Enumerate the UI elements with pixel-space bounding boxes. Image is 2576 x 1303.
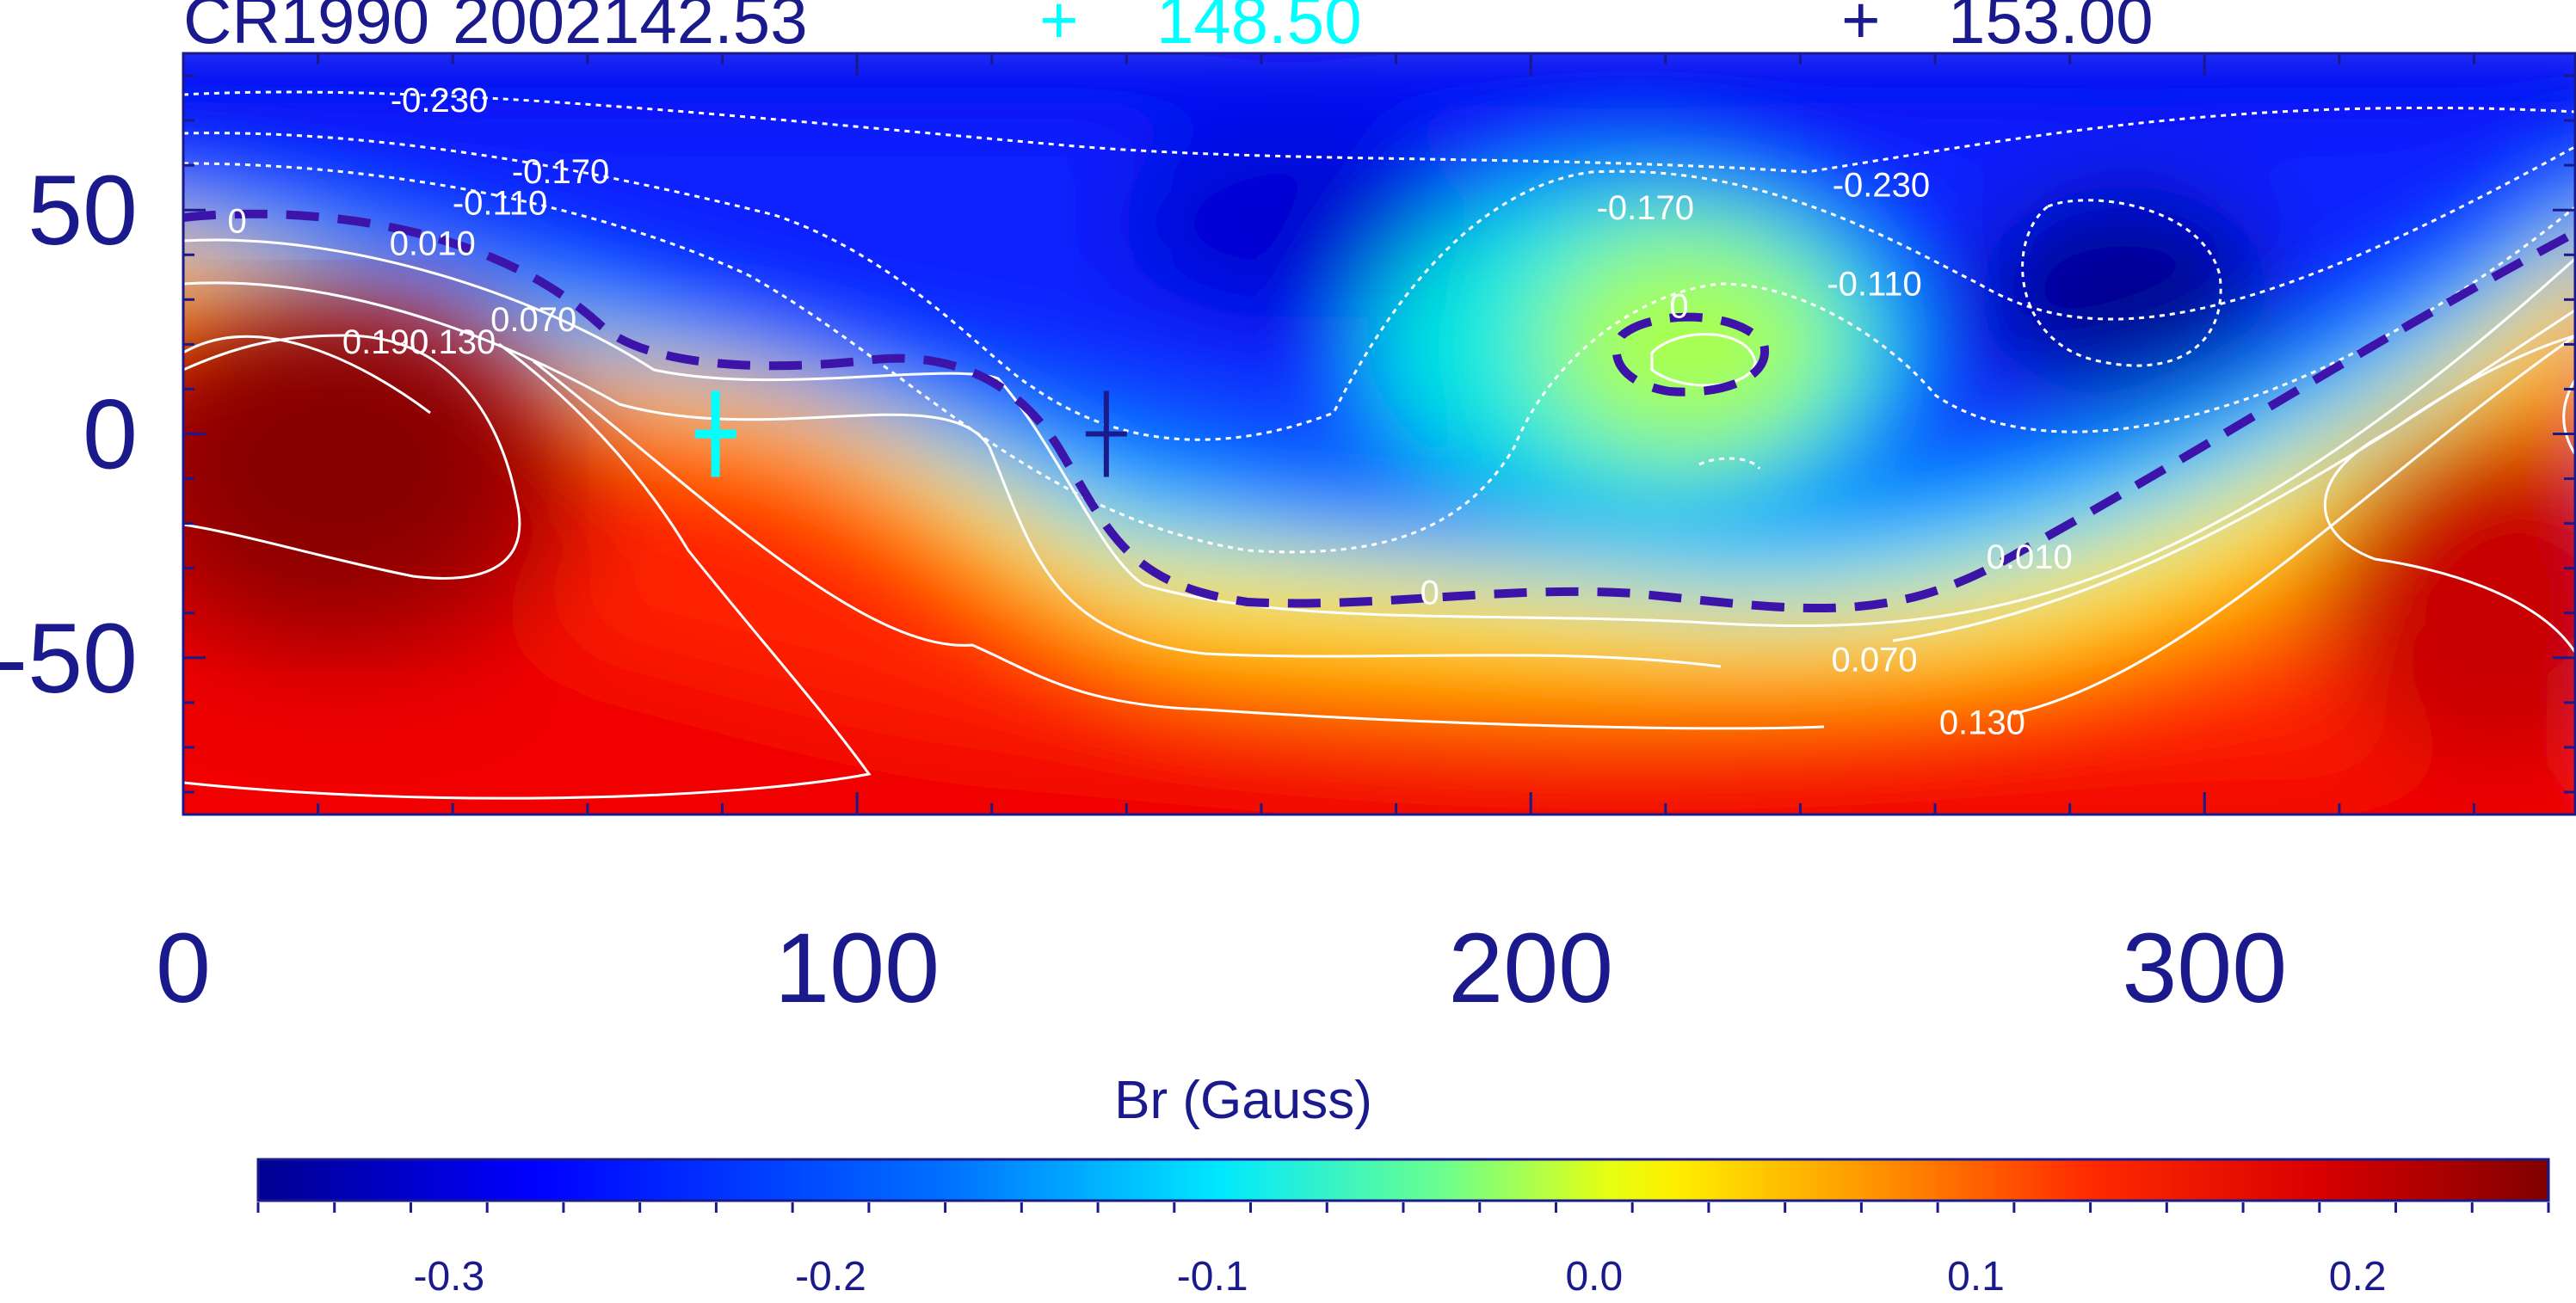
contour-label: 0.070	[1832, 642, 1918, 679]
contour-p019-edge	[2562, 378, 2575, 457]
colorbar-tick-label: -0.2	[795, 1254, 866, 1300]
contour-p001-island	[1650, 333, 1757, 387]
contour-label: -0.170	[1597, 189, 1694, 227]
y-tick-label: -50	[0, 604, 138, 714]
colorbar	[256, 1158, 2550, 1202]
markers	[694, 390, 1127, 477]
colorbar-tick-label: -0.3	[413, 1254, 484, 1300]
x-tick-label: 0	[156, 913, 211, 1023]
contour-label: 0	[1420, 574, 1439, 612]
contour-label: -0.230	[391, 82, 488, 120]
colorbar-tick-label: 0.1	[1947, 1254, 2005, 1300]
x-tick-label: 100	[774, 913, 940, 1023]
contour-label: -0.230	[1833, 167, 1930, 205]
heatmap-plot: -0.230-0.170-0.11000.0100.0700.1300.190-…	[183, 53, 2575, 814]
contour-p013	[533, 360, 1825, 730]
contour-p019	[183, 334, 521, 580]
contour-label: 0.130	[1939, 704, 2025, 741]
colorbar-label: Br (Gauss)	[1114, 1071, 1372, 1130]
contour-label: 0.190	[342, 323, 428, 361]
y-tick-label: 50	[28, 156, 138, 266]
contour-p007	[183, 281, 1722, 668]
header-line: CR1990 2002 142.53 + 148.50 + 153.00	[183, 0, 2154, 58]
rotation-label: CR1990	[183, 0, 429, 58]
navy-marker-symbol: +	[1841, 0, 1881, 58]
colorbar-ticks: -0.3 -0.2 -0.1 0.0 0.1 0.2	[256, 1202, 2550, 1300]
contour-label: 0.130	[410, 323, 496, 361]
contour-label: -0.110	[1827, 265, 1921, 303]
contour-m011-small	[1698, 457, 1761, 470]
header-value-3: 153.00	[1948, 0, 2154, 58]
header-value-2: 148.50	[1156, 0, 1362, 58]
contour-p013-east	[2012, 334, 2575, 716]
year-label: 2002	[453, 0, 602, 58]
colorbar-tick-label: -0.1	[1177, 1254, 1248, 1300]
contour-label: 0.010	[390, 224, 476, 262]
y-tick-label: 0	[83, 380, 138, 490]
header-value-1: 142.53	[602, 0, 808, 58]
neutral-line	[183, 209, 2575, 613]
contour-label: 0.070	[490, 301, 576, 339]
contour-p013-south	[183, 342, 872, 800]
contour-p013-west	[183, 335, 431, 415]
x-tick-label: 200	[1448, 913, 1613, 1023]
contour-label: -0.110	[453, 185, 547, 223]
contour-p007-east	[1892, 308, 2575, 642]
axis-ticks	[182, 53, 2575, 814]
contour-label: 0	[1669, 287, 1688, 325]
colorbar-tick-label: 0.2	[2329, 1254, 2387, 1300]
x-tick-label: 300	[2122, 913, 2287, 1023]
contour-m023-closed	[2021, 199, 2222, 367]
neutral-line-island	[1612, 312, 1770, 396]
contour-p019-east	[2323, 334, 2575, 655]
axis-labels: 0 100 200 300 50 0 -50	[0, 156, 2287, 1023]
contour-p001	[183, 238, 2575, 628]
contour-m023-north	[183, 90, 2575, 174]
contour-label: -0.170	[512, 153, 609, 191]
contour-label: 0	[228, 202, 247, 240]
colorbar-tick-label: 0.0	[1565, 1254, 1623, 1300]
contour-labels: -0.230-0.170-0.11000.0100.0700.1300.190-…	[228, 82, 2073, 742]
contour-label: 0.010	[1987, 538, 2073, 576]
cyan-marker-symbol: +	[1039, 0, 1079, 58]
contour-m017	[183, 132, 2575, 441]
